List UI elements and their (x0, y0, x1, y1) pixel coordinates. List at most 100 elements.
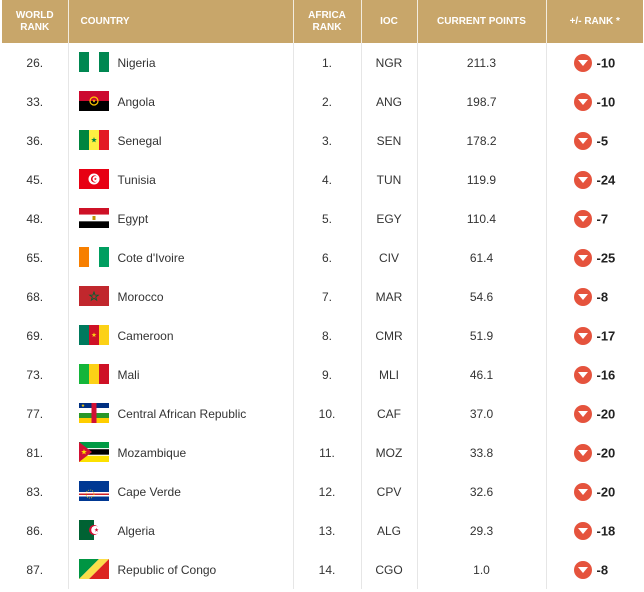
rank-change-cell: -8 (546, 550, 643, 589)
ioc-cell: ANG (361, 82, 418, 121)
ioc-cell: NGR (361, 43, 418, 82)
world-rank-cell: 77. (2, 394, 69, 433)
table-row[interactable]: 86. Algeria 13. ALG 29.3 -18 (2, 511, 643, 550)
country-cell: Tunisia (68, 160, 294, 199)
country-name[interactable]: Senegal (117, 133, 162, 148)
header-country[interactable]: COUNTRY (68, 0, 294, 43)
country-name[interactable]: Mozambique (117, 445, 187, 460)
down-arrow-icon (573, 482, 592, 501)
country-name[interactable]: Cape Verde (117, 484, 181, 499)
country-cell: Angola (68, 82, 294, 121)
header-africa-rank[interactable]: AFRICA RANK (293, 0, 362, 43)
current-points-cell: 33.8 (417, 433, 547, 472)
algeria-flag-icon (78, 519, 109, 540)
africa-rank-cell: 12. (293, 472, 362, 511)
world-rank-cell: 26. (2, 43, 69, 82)
cape-verde-flag-icon (78, 480, 109, 501)
table-row[interactable]: 26. Nigeria 1. NGR 211.3 -10 (2, 43, 643, 82)
table-row[interactable]: 45. Tunisia 4. TUN 119.9 -24 (2, 160, 643, 199)
down-arrow-icon (573, 287, 592, 306)
down-arrow-icon (573, 326, 592, 345)
world-rank-cell: 45. (2, 160, 69, 199)
current-points-cell: 54.6 (417, 277, 547, 316)
country-name[interactable]: Morocco (117, 289, 164, 304)
country-name[interactable]: Angola (117, 94, 155, 109)
rank-change-value: -18 (596, 523, 616, 538)
down-arrow-icon (573, 248, 592, 267)
africa-rank-cell: 13. (293, 511, 362, 550)
country-name[interactable]: Cameroon (117, 328, 174, 343)
country-name[interactable]: Central African Republic (117, 406, 247, 421)
rank-change-value: -24 (596, 172, 616, 187)
country-name[interactable]: Republic of Congo (117, 562, 217, 577)
current-points-cell: 211.3 (417, 43, 547, 82)
africa-rank-cell: 14. (293, 550, 362, 589)
africa-rank-cell: 4. (293, 160, 362, 199)
current-points-cell: 61.4 (417, 238, 547, 277)
world-rank-cell: 81. (2, 433, 69, 472)
africa-rank-cell: 7. (293, 277, 362, 316)
cameroon-flag-icon (78, 324, 109, 345)
current-points-cell: 198.7 (417, 82, 547, 121)
table-row[interactable]: 48. Egypt 5. EGY 110.4 -7 (2, 199, 643, 238)
world-rank-cell: 73. (2, 355, 69, 394)
table-row[interactable]: 33. Angola 2. ANG 198.7 -10 (2, 82, 643, 121)
down-arrow-icon (573, 209, 592, 228)
rank-change-value: -25 (596, 250, 616, 265)
africa-rank-cell: 5. (293, 199, 362, 238)
down-arrow-icon (573, 560, 592, 579)
country-name[interactable]: Algeria (117, 523, 155, 538)
rank-change-cell: -10 (546, 43, 643, 82)
header-ioc[interactable]: IOC (361, 0, 418, 43)
ioc-cell: MLI (361, 355, 418, 394)
table-row[interactable]: 73. Mali 9. MLI 46.1 -16 (2, 355, 643, 394)
table-row[interactable]: 77. Central African Republic 10. CAF 37.0 -20 (2, 394, 643, 433)
table-row[interactable]: 81. Mozambique 11. MOZ 33.8 -20 (2, 433, 643, 472)
country-name[interactable]: Cote d'Ivoire (117, 250, 185, 265)
header-rank-change[interactable]: +/- RANK * (546, 0, 643, 43)
central-african-republic-flag-icon (78, 402, 109, 423)
country-name[interactable]: Tunisia (117, 172, 156, 187)
down-arrow-icon (573, 443, 592, 462)
rank-change-value: -8 (596, 562, 609, 577)
country-name[interactable]: Egypt (117, 211, 149, 226)
africa-rank-cell: 3. (293, 121, 362, 160)
down-arrow-icon (573, 92, 592, 111)
world-rank-cell: 86. (2, 511, 69, 550)
down-arrow-icon (573, 131, 592, 150)
table-row[interactable]: 83. Cape Verde 12. CPV 32.6 -20 (2, 472, 643, 511)
africa-rank-cell: 6. (293, 238, 362, 277)
table-row[interactable]: 68. Morocco 7. MAR 54.6 -8 (2, 277, 643, 316)
country-name[interactable]: Mali (117, 367, 140, 382)
rank-change-cell: -20 (546, 433, 643, 472)
header-world-rank[interactable]: WORLD RANK (2, 0, 69, 43)
table-row[interactable]: 65. Cote d'Ivoire 6. CIV 61.4 -25 (2, 238, 643, 277)
country-name[interactable]: Nigeria (117, 55, 156, 70)
table-row[interactable]: 87. Republic of Congo 14. CGO 1.0 -8 (2, 550, 643, 589)
current-points-cell: 51.9 (417, 316, 547, 355)
ioc-cell: CPV (361, 472, 418, 511)
rank-change-cell: -5 (546, 121, 643, 160)
rank-change-cell: -7 (546, 199, 643, 238)
rank-change-cell: -18 (546, 511, 643, 550)
world-rank-cell: 48. (2, 199, 69, 238)
rank-change-value: -10 (596, 55, 616, 70)
world-rank-cell: 65. (2, 238, 69, 277)
current-points-cell: 119.9 (417, 160, 547, 199)
country-cell: Algeria (68, 511, 294, 550)
world-rank-cell: 83. (2, 472, 69, 511)
rank-change-cell: -20 (546, 472, 643, 511)
angola-flag-icon (78, 90, 109, 111)
table-row[interactable]: 36. Senegal 3. SEN 178.2 -5 (2, 121, 643, 160)
mozambique-flag-icon (78, 441, 109, 462)
cote-divoire-flag-icon (78, 246, 109, 267)
table-row[interactable]: 69. Cameroon 8. CMR 51.9 -17 (2, 316, 643, 355)
rank-change-cell: -24 (546, 160, 643, 199)
ioc-cell: CMR (361, 316, 418, 355)
header-current-points[interactable]: CURRENT POINTS (417, 0, 547, 43)
ioc-cell: SEN (361, 121, 418, 160)
country-cell: Cote d'Ivoire (68, 238, 294, 277)
current-points-cell: 46.1 (417, 355, 547, 394)
country-cell: Mozambique (68, 433, 294, 472)
current-points-cell: 29.3 (417, 511, 547, 550)
